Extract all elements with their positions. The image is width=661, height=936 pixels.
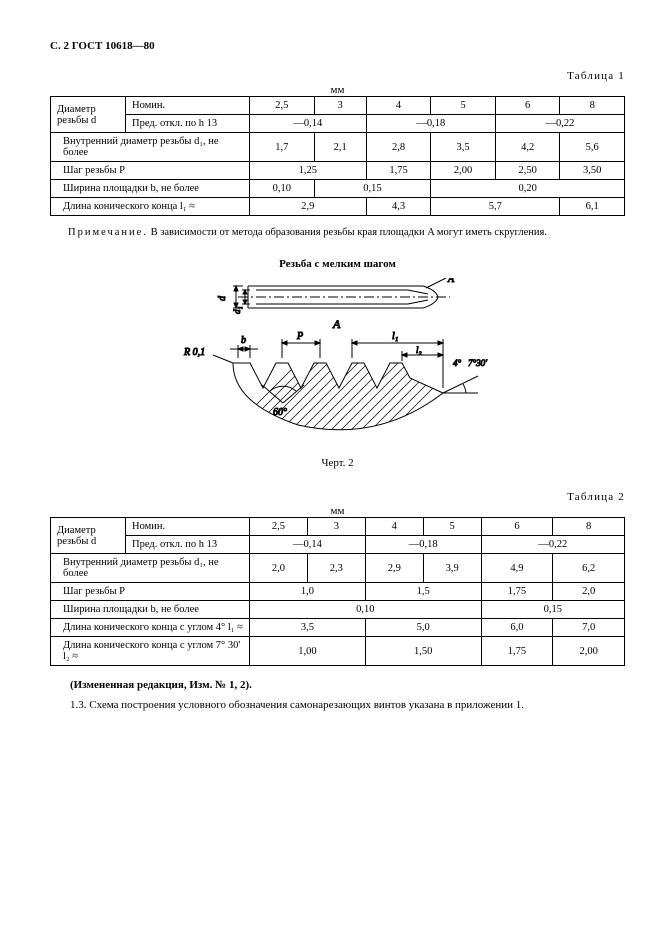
t2-r4-1: 5,0 <box>365 619 481 637</box>
t1-r4-0: 2,9 <box>250 198 367 216</box>
t1-r1-3: 3,5 <box>431 133 496 162</box>
fig-R: R 0,1 <box>183 347 205 358</box>
t2-r2-3: 2,0 <box>553 583 625 601</box>
fig-d1: d₁ <box>232 307 242 315</box>
t2-r3-1: 0,15 <box>481 601 624 619</box>
t2-r4-2: 6,0 <box>481 619 553 637</box>
t1-nom-1: 3 <box>314 97 366 115</box>
table2-units: мм <box>50 505 625 517</box>
fig-P: P <box>296 331 303 342</box>
t1-nomin: Номин. <box>126 97 250 115</box>
t1-r1-2: 2,8 <box>366 133 431 162</box>
t1-r1-0: 1,7 <box>250 133 315 162</box>
t1-tol-0: —0,14 <box>250 115 367 133</box>
t2-r2-0: 1,0 <box>250 583 366 601</box>
fig-b: b <box>241 335 246 346</box>
t2-r5-1: 1,50 <box>365 637 481 666</box>
t2-r3-label: Ширина площадки b, не более <box>51 601 250 619</box>
fig-l2: l₂ <box>416 345 422 355</box>
footer-line2: 1.3. Схема построения условного обозначе… <box>50 698 625 713</box>
t2-r5-2: 1,75 <box>481 637 553 666</box>
t1-diam-label: Диаметр резьбы d <box>51 97 126 133</box>
note-label: Примечание. <box>68 227 148 238</box>
t1-nom-0: 2,5 <box>250 97 315 115</box>
t2-r1-3: 3,9 <box>423 554 481 583</box>
t1-r3-label: Ширина площадки b, не более <box>51 180 250 198</box>
t2-r3-0: 0,10 <box>250 601 482 619</box>
table1-units: мм <box>50 84 625 96</box>
fig-l1: l₁ <box>392 331 398 342</box>
table1-label: Таблица 1 <box>50 70 625 82</box>
t1-r1-1: 2,1 <box>314 133 366 162</box>
t1-r3-2: 0,20 <box>431 180 625 198</box>
t2-r1-2: 2,9 <box>365 554 423 583</box>
note: Примечание. В зависимости от метода обра… <box>50 226 625 240</box>
t1-tol-1: —0,18 <box>366 115 495 133</box>
t2-tol-1: —0,18 <box>365 536 481 554</box>
t1-r2-0: 1,25 <box>250 162 367 180</box>
t2-nom-4: 6 <box>481 518 553 536</box>
fig-ang730: 7°30' <box>468 358 488 368</box>
t2-r1-0: 2,0 <box>250 554 308 583</box>
t2-nom-1: 3 <box>307 518 365 536</box>
t2-tol-2: —0,22 <box>481 536 624 554</box>
table1: Диаметр резьбы d Номин. 2,5 3 4 5 6 8 Пр… <box>50 96 625 216</box>
t2-r1-5: 6,2 <box>553 554 625 583</box>
t2-r4-3: 7,0 <box>553 619 625 637</box>
t1-r1-4: 4,2 <box>495 133 560 162</box>
figure-title: Резьба с мелким шагом <box>50 258 625 270</box>
t1-r2-1: 1,75 <box>366 162 431 180</box>
t2-r5-3: 2,00 <box>553 637 625 666</box>
t2-nom-5: 8 <box>553 518 625 536</box>
fig-A-detail: A <box>332 317 341 331</box>
t1-nom-5: 8 <box>560 97 625 115</box>
t2-r2-1: 1,5 <box>365 583 481 601</box>
note-text: В зависимости от метода образования резь… <box>151 227 547 238</box>
t2-diam-label: Диаметр резьбы d <box>51 518 126 554</box>
t2-tol-0: —0,14 <box>250 536 366 554</box>
fig-A-top: A <box>447 278 455 285</box>
figure: d d₁ A A <box>50 278 625 451</box>
t1-nom-3: 5 <box>431 97 496 115</box>
t2-r1-1: 2,3 <box>307 554 365 583</box>
fig-ang60: 60° <box>273 407 287 418</box>
t2-r5-label: Длина конического конца с углом 7° 30' l… <box>51 637 250 666</box>
t1-r2-4: 3,50 <box>560 162 625 180</box>
t2-r5-0: 1,00 <box>250 637 366 666</box>
table2: Диаметр резьбы d Номин. 2,5 3 4 5 6 8 Пр… <box>50 517 625 666</box>
t1-r3-1: 0,15 <box>314 180 431 198</box>
t1-r2-3: 2,50 <box>495 162 560 180</box>
t1-tol: Пред. откл. по h 13 <box>126 115 250 133</box>
t2-nom-2: 4 <box>365 518 423 536</box>
fig-d: d <box>217 295 228 301</box>
t1-nom-2: 4 <box>366 97 431 115</box>
footer-line1: (Измененная редакция, Изм. № 1, 2). <box>50 678 625 693</box>
t2-nom-0: 2,5 <box>250 518 308 536</box>
page-header: С. 2 ГОСТ 10618—80 <box>50 40 625 52</box>
t1-r1-label: Внутренний диаметр резьбы d₁, не более <box>51 133 250 162</box>
figure-caption: Черт. 2 <box>50 457 625 469</box>
t1-r2-2: 2,00 <box>431 162 496 180</box>
t2-r4-label: Длина конического конца с углом 4° l₁ ≈ <box>51 619 250 637</box>
fig-ang4: 4° <box>453 358 462 368</box>
t2-r1-label: Внутренний диаметр резьбы d₁, не более <box>51 554 250 583</box>
t1-r3-0: 0,10 <box>250 180 315 198</box>
t1-r4-2: 5,7 <box>431 198 560 216</box>
t1-r4-1: 4,3 <box>366 198 431 216</box>
t2-nomin: Номин. <box>126 518 250 536</box>
table2-label: Таблица 2 <box>50 491 625 503</box>
footer-text: (Измененная редакция, Изм. № 1, 2). 1.3.… <box>50 678 625 713</box>
t2-r2-2: 1,75 <box>481 583 553 601</box>
t2-r1-4: 4,9 <box>481 554 553 583</box>
t2-nom-3: 5 <box>423 518 481 536</box>
t1-r1-5: 5,6 <box>560 133 625 162</box>
t2-r2-label: Шаг резьбы P <box>51 583 250 601</box>
t1-tol-2: —0,22 <box>495 115 624 133</box>
t1-nom-4: 6 <box>495 97 560 115</box>
t2-r4-0: 3,5 <box>250 619 366 637</box>
t1-r2-label: Шаг резьбы P <box>51 162 250 180</box>
t1-r4-label: Длина конического конца l₁ ≈ <box>51 198 250 216</box>
t1-r4-3: 6,1 <box>560 198 625 216</box>
t2-tol: Пред. откл. по h 13 <box>126 536 250 554</box>
